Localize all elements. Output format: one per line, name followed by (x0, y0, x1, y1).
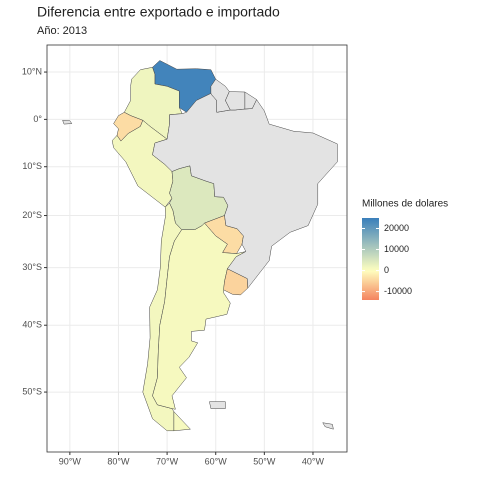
region (152, 93, 338, 289)
x-tick-label: 90°W (59, 456, 82, 466)
chart-subtitle: Año: 2013 (37, 25, 87, 37)
region (152, 222, 247, 432)
y-tick-label: 10°N (22, 66, 42, 76)
panel-border (46, 44, 348, 453)
y-tick-label: 10°S (22, 161, 42, 171)
legend-title: Millones de dolares (362, 199, 448, 210)
x-tick-label: 40°W (302, 456, 325, 466)
legend-label: 10000 (384, 244, 409, 254)
region (322, 422, 334, 430)
region (62, 120, 73, 125)
colorbar (362, 218, 379, 300)
y-tick-label: 0° (33, 114, 42, 124)
x-tick-label: 80°W (107, 456, 130, 466)
y-tick-label: 30°S (22, 262, 42, 272)
x-tick-label: 70°W (156, 456, 179, 466)
x-tick-label: 60°W (205, 456, 228, 466)
x-tick-label: 50°W (253, 456, 276, 466)
legend-label: 20000 (384, 223, 409, 233)
region (244, 91, 257, 110)
y-tick-label: 50°S (22, 386, 42, 396)
chart-title: Diferencia entre exportado e importado (37, 4, 280, 20)
legend-label: 0 (384, 265, 389, 275)
legend-label: -10000 (384, 286, 412, 296)
y-tick-label: 20°S (22, 210, 42, 220)
y-tick-label: 40°S (22, 320, 42, 330)
region (209, 401, 226, 409)
